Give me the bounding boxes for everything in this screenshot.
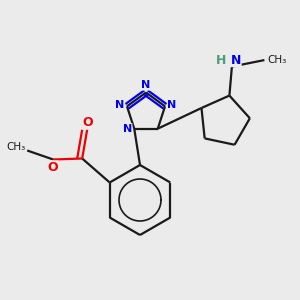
Text: O: O: [82, 116, 92, 129]
Text: O: O: [47, 161, 58, 174]
Text: N: N: [116, 100, 124, 110]
Text: CH₃: CH₃: [7, 142, 26, 152]
Text: N: N: [167, 100, 177, 110]
Text: H: H: [216, 54, 226, 67]
Text: N: N: [123, 124, 132, 134]
Text: CH₃: CH₃: [267, 55, 286, 65]
Text: N: N: [231, 54, 241, 67]
Text: N: N: [141, 80, 151, 90]
